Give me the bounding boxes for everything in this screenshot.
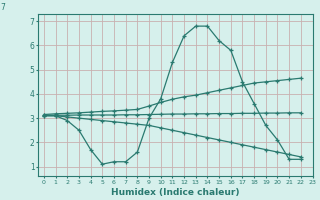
Text: 7: 7 [0, 3, 5, 12]
X-axis label: Humidex (Indice chaleur): Humidex (Indice chaleur) [111, 188, 240, 197]
